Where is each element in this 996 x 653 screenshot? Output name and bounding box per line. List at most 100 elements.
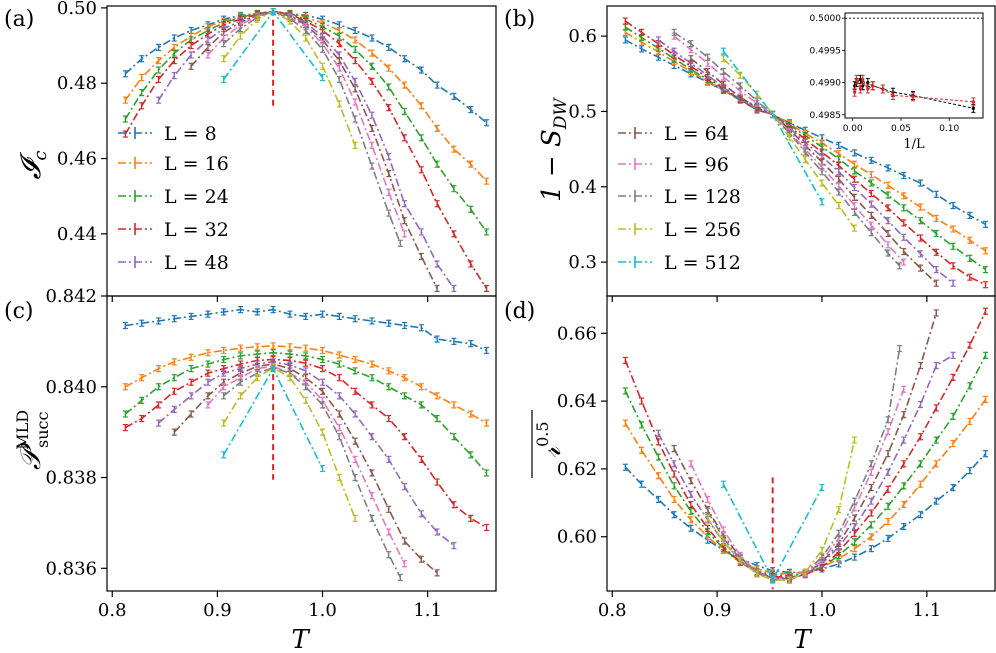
ylabel-c: 𝒫MLDsucc <box>13 410 52 470</box>
y-tick-label: 0.6 <box>568 26 597 47</box>
series-line-L96 <box>207 365 406 565</box>
inset-y-tick-label: 0.4995 <box>810 46 842 56</box>
legend-entry: L = 512 <box>618 252 741 274</box>
y-tick-label: 0.48 <box>57 73 97 94</box>
inset-data-point <box>881 87 885 91</box>
inset-data-point <box>971 106 975 110</box>
panel-label-d: (d) <box>504 299 535 324</box>
series-line-L256 <box>223 366 356 519</box>
svg-text:L = 8: L = 8 <box>164 123 217 145</box>
x-tick-label: 0.9 <box>703 600 732 621</box>
legend-left: L = 8 L = 16 L = 24 L = 32 L = 48 <box>118 123 229 274</box>
y-tick-label: 0.842 <box>45 286 97 307</box>
inset-y-tick-label: 0.4990 <box>810 79 842 89</box>
y-tick-label: 0.46 <box>57 149 97 170</box>
series-line-L8 <box>624 453 987 574</box>
legend-entry: L = 8 <box>118 123 217 145</box>
inset-data-point <box>853 90 857 94</box>
inset-xlabel: 1/L <box>903 137 925 152</box>
x-tick-label: 1.1 <box>913 600 942 621</box>
y-tick-label: 0.3 <box>568 252 597 273</box>
legend-entry: L = 96 <box>618 154 729 176</box>
legend-entry: L = 32 <box>118 219 229 241</box>
series-line-L256 <box>707 439 856 581</box>
legend-right: L = 64 L = 96 L = 128 L = 256 L = 512 <box>618 123 741 274</box>
inset-y-tick-label: 0.5000 <box>810 14 842 24</box>
series-line-L64 <box>190 10 438 289</box>
inset-data-point <box>861 77 865 81</box>
series-line-L24 <box>624 354 987 577</box>
panel-a: 0.44 0.46 0.48 0.50 <box>57 0 497 302</box>
inset-data-point <box>866 87 870 91</box>
y-tick-label: 0.5 <box>568 101 597 122</box>
x-tick-label: 1.0 <box>308 600 337 621</box>
legend-entry: L = 24 <box>118 186 229 208</box>
series-line-L32 <box>624 310 987 579</box>
series-line-L48 <box>657 354 954 579</box>
inset-data-point <box>854 77 859 81</box>
svg-text:L = 128: L = 128 <box>664 186 741 208</box>
svg-text:L = 512: L = 512 <box>664 252 741 274</box>
panel-label-b: (b) <box>504 7 535 32</box>
series-line-L256 <box>223 10 356 146</box>
svg-text:L = 64: L = 64 <box>664 123 729 145</box>
y-tick-label: 0.4 <box>568 177 597 198</box>
y-tick-label: 0.66 <box>557 323 597 344</box>
y-tick-label: 0.44 <box>57 224 97 245</box>
series-line-L32 <box>624 20 986 286</box>
series-line-L16 <box>624 31 987 252</box>
ylabel-d: 𝓇0.5 <box>531 410 567 478</box>
ylabel-a: 𝓘c <box>14 150 51 179</box>
y-tick-label: 0.50 <box>57 0 97 19</box>
y-tick-label: 0.840 <box>45 377 97 398</box>
panel-label-a: (a) <box>4 7 34 32</box>
panel-label-c: (c) <box>4 299 34 324</box>
svg-text:L = 16: L = 16 <box>164 153 229 175</box>
inset-frame <box>844 12 984 119</box>
series-line-L32 <box>124 10 488 289</box>
xlabel-left: T <box>291 625 310 653</box>
inset-series-red <box>854 77 974 103</box>
x-tick-label: 0.8 <box>598 600 627 621</box>
x-tick-label: 1.0 <box>808 600 837 621</box>
axes-frame <box>106 295 497 592</box>
series-line-L128 <box>223 366 402 578</box>
y-tick-label: 0.64 <box>557 391 597 412</box>
legend-entry: L = 128 <box>618 186 741 208</box>
svg-text:L = 24: L = 24 <box>164 186 229 208</box>
y-tick-label: 0.60 <box>557 527 597 548</box>
legend-entry: L = 64 <box>618 123 729 145</box>
inset-data-point <box>871 84 875 88</box>
series-line-L128 <box>673 31 901 267</box>
y-tick-label: 0.838 <box>45 468 97 489</box>
x-tick-label: 0.8 <box>98 600 127 621</box>
panel-c: 0.836 0.838 0.840 0.842 0.8 0.9 1.0 1.1 <box>45 286 497 621</box>
series-line-L16 <box>624 398 987 575</box>
series-line-L96 <box>690 388 905 581</box>
legend-entry: L = 48 <box>118 252 229 274</box>
x-tick-label: 1.1 <box>413 600 442 621</box>
inset-y-tick-label: 0.4985 <box>810 111 842 121</box>
inset-data-point <box>891 93 895 98</box>
inset-data-point <box>858 77 863 81</box>
inset-data-point <box>858 87 863 91</box>
x-tick-label: 0.9 <box>203 600 232 621</box>
inset-x-tick-label: 0.05 <box>891 124 911 134</box>
svg-text:L = 96: L = 96 <box>664 154 729 176</box>
legend-entry: L = 256 <box>618 219 741 241</box>
series-line-L64 <box>173 363 438 574</box>
svg-text:L = 256: L = 256 <box>664 219 741 241</box>
panel-d: 0.60 0.62 0.64 0.66 0.8 0.9 1.0 1.1 <box>557 295 996 621</box>
inset-data-point <box>866 80 870 85</box>
inset-data-point <box>971 100 975 104</box>
axes-frame <box>606 295 996 592</box>
series-line-L64 <box>690 58 937 284</box>
svg-text:L = 48: L = 48 <box>164 252 229 274</box>
inset-data-point <box>911 95 915 99</box>
svg-text:L = 32: L = 32 <box>164 219 229 241</box>
series-line-L8 <box>625 39 986 226</box>
y-tick-label: 0.62 <box>557 459 597 480</box>
y-tick-label: 0.836 <box>45 558 97 579</box>
inset-series-black <box>854 78 974 109</box>
